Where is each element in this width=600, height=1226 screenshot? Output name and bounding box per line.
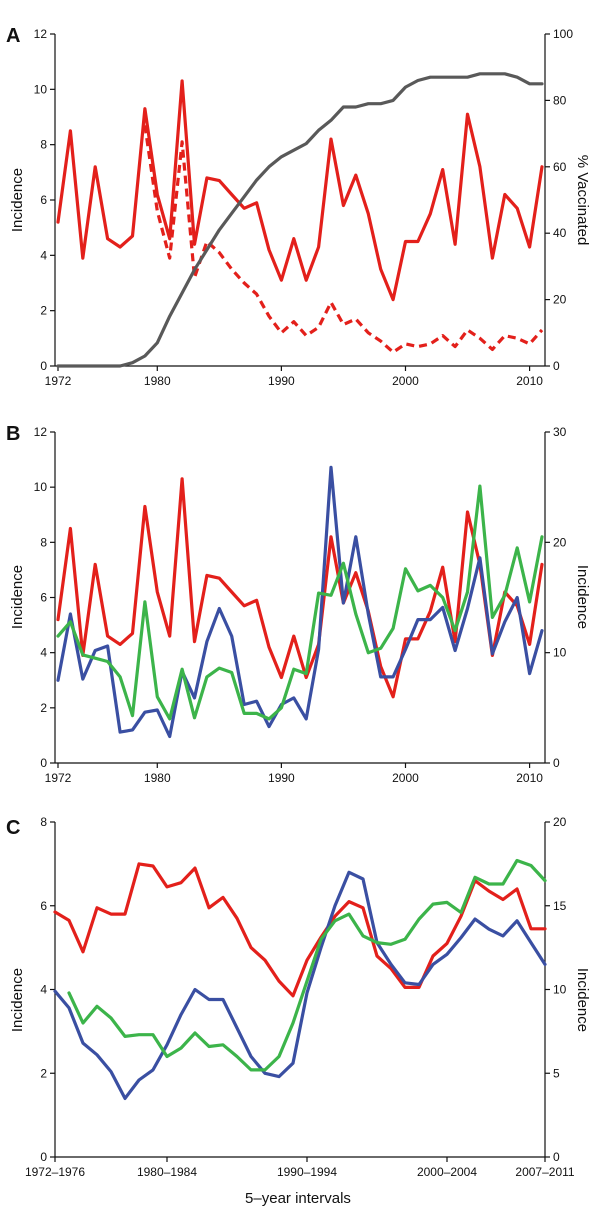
panel-b-y2label: Incidence (574, 565, 591, 629)
panel-a-ytick-label: 2 (40, 304, 47, 318)
panel-b-series-line-1 (56, 477, 544, 699)
panel-b-ytick-label: 10 (34, 480, 48, 494)
panel-b-ytick-label: 8 (40, 535, 47, 549)
panel-b-xtick-label: 2000 (392, 771, 419, 785)
panel-b-series-line-2 (56, 465, 544, 739)
panel-c-series-line-3 (67, 858, 547, 1072)
panel-b-ytick-label: 2 (40, 701, 47, 715)
panel-b-y2tick-label: 30 (553, 425, 567, 439)
panel-b-xtick-label: 2010 (516, 771, 543, 785)
panel-a-ytick-label: 6 (40, 193, 47, 207)
panel-c-ytick-label: 6 (40, 899, 47, 913)
panel-c: C Incidence Incidence 0 2 4 6 8 0 5 10 15 20 1972–… (6, 815, 591, 1207)
panel-a-series-line-3 (56, 72, 544, 368)
panel-a-y2tick-label: 0 (553, 359, 560, 373)
panel-c-xtick-label: 1980–1984 (137, 1165, 197, 1179)
panel-b-xtick-label: 1990 (268, 771, 295, 785)
panel-c-y2tick-label: 0 (553, 1150, 560, 1164)
panel-a-xtick-label: 2000 (392, 374, 419, 388)
panel-c-ytick-label: 8 (40, 815, 47, 829)
panel-a-ytick-label: 12 (34, 27, 48, 41)
panel-c-series (53, 858, 547, 1101)
panel-c-y2tick-label: 10 (553, 983, 567, 997)
panel-a-y2tick-label: 40 (553, 226, 567, 240)
panel-c-ytick-label: 2 (40, 1066, 47, 1080)
panel-c-y2tick-label: 20 (553, 815, 567, 829)
panel-b-series (56, 465, 544, 739)
panel-c-ytick-label: 0 (40, 1150, 47, 1164)
panel-c-y2tick-label: 5 (553, 1066, 560, 1080)
panel-a-y2tick-label: 80 (553, 93, 567, 107)
panel-c-ytick-label: 4 (40, 983, 47, 997)
panel-c-xtick-label: 1972–1976 (25, 1165, 85, 1179)
panel-a-letter: A (6, 25, 20, 47)
panel-c-y2label: Incidence (574, 968, 591, 1032)
panel-a-series-line-2 (143, 125, 544, 354)
panel-b-y2tick-label: 10 (553, 646, 567, 660)
panel-c-xtick-label: 2000–2004 (417, 1165, 477, 1179)
panel-b-letter: B (6, 423, 20, 445)
panel-b: B Incidence Incidence 0 2 4 6 8 10 12 0 10 20 30 19… (6, 423, 591, 785)
panel-c-xtick-label: 2007–2011 (515, 1165, 575, 1179)
panel-a-ytick-label: 8 (40, 138, 47, 152)
panel-b-ytick-label: 0 (40, 756, 47, 770)
panel-c-xlabel: 5–year intervals (245, 1190, 351, 1207)
panel-b-ytick-label: 4 (40, 646, 47, 660)
panel-b-ytick-label: 12 (34, 425, 48, 439)
panel-a-y2tick-label: 60 (553, 160, 567, 174)
panel-a: A Incidence % Vaccinated 0 2 4 6 8 10 12 0 20 40 6… (6, 25, 591, 388)
panel-b-axes: 0 2 4 6 8 10 12 0 10 20 30 1972 1980 1990 2000 2010 (34, 425, 567, 785)
panel-a-ytick-label: 4 (40, 248, 47, 262)
panel-a-y2tick-label: 20 (553, 293, 567, 307)
panel-a-series (56, 72, 544, 368)
panel-c-xtick-label: 1990–1994 (277, 1165, 337, 1179)
panel-a-xtick-label: 1972 (45, 374, 72, 388)
panel-b-y2tick-label: 0 (553, 756, 560, 770)
panel-b-ylabel: Incidence (9, 565, 26, 629)
panel-c-series-line-2 (53, 870, 547, 1101)
panel-c-axes: 0 2 4 6 8 0 5 10 15 20 1972–1976 1980–1984 1990–1994… (25, 815, 575, 1179)
panel-a-ylabel: Incidence (9, 168, 26, 232)
panel-b-y2tick-label: 20 (553, 535, 567, 549)
panel-a-y2tick-label: 100 (553, 27, 573, 41)
panel-a-series-line-1 (56, 79, 544, 302)
panel-b-xtick-label: 1980 (144, 771, 171, 785)
panel-a-y2label: % Vaccinated (574, 155, 591, 246)
panel-c-y2tick-label: 15 (553, 899, 567, 913)
panel-a-xtick-label: 1990 (268, 374, 295, 388)
panel-b-ytick-label: 6 (40, 591, 47, 605)
panel-c-ylabel: Incidence (9, 968, 26, 1032)
panel-a-ytick-label: 0 (40, 359, 47, 373)
panel-b-xtick-label: 1972 (45, 771, 72, 785)
panel-a-xtick-label: 2010 (516, 374, 543, 388)
panel-a-xtick-label: 1980 (144, 374, 171, 388)
panel-c-letter: C (6, 817, 20, 839)
panel-a-ytick-label: 10 (34, 82, 48, 96)
panel-a-axes: 0 2 4 6 8 10 12 0 20 40 60 80 100 1972 1980 1990 2000 201… (34, 27, 574, 388)
panel-b-series-line-3 (56, 484, 544, 721)
